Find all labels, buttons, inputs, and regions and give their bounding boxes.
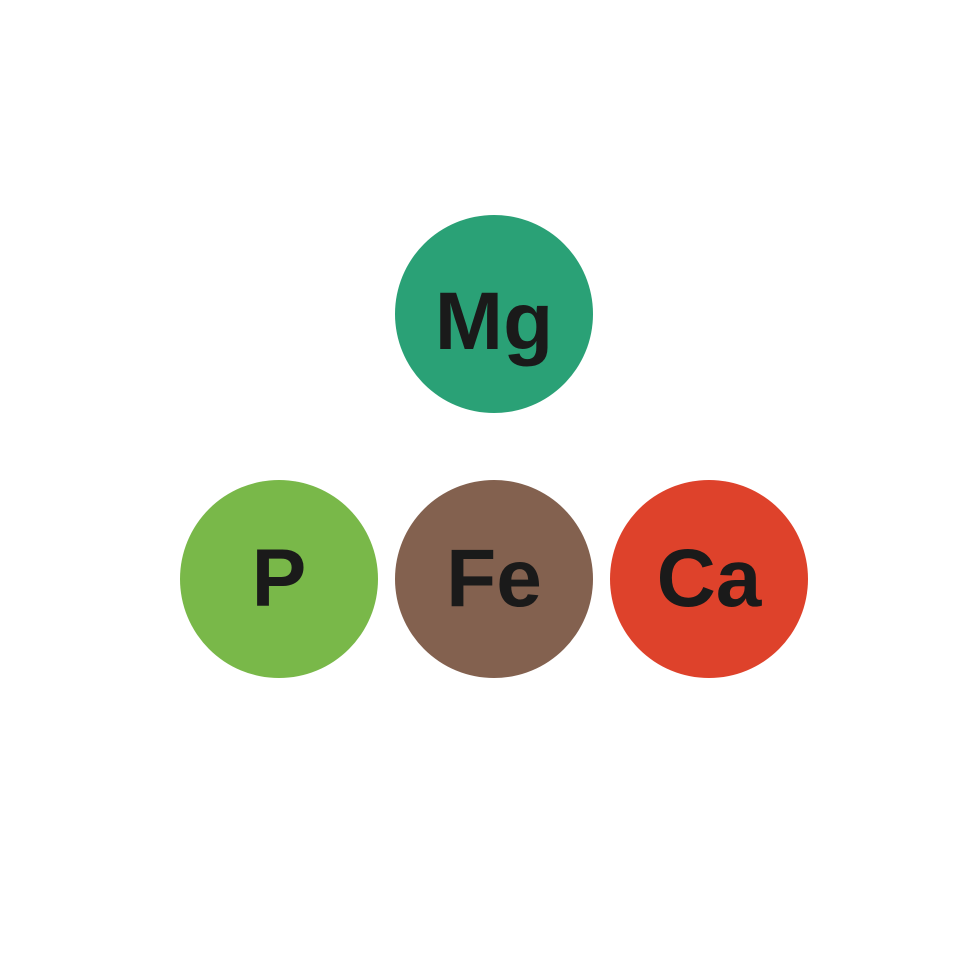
element-circle-fe: Fe <box>395 480 593 678</box>
element-label-p: P <box>252 538 307 620</box>
element-circle-mg: Mg <box>395 215 593 413</box>
element-circle-p: P <box>180 480 378 678</box>
element-label-ca: Ca <box>657 538 762 620</box>
element-label-mg: Mg <box>435 281 553 363</box>
element-label-fe: Fe <box>446 538 542 620</box>
element-circle-ca: Ca <box>610 480 808 678</box>
